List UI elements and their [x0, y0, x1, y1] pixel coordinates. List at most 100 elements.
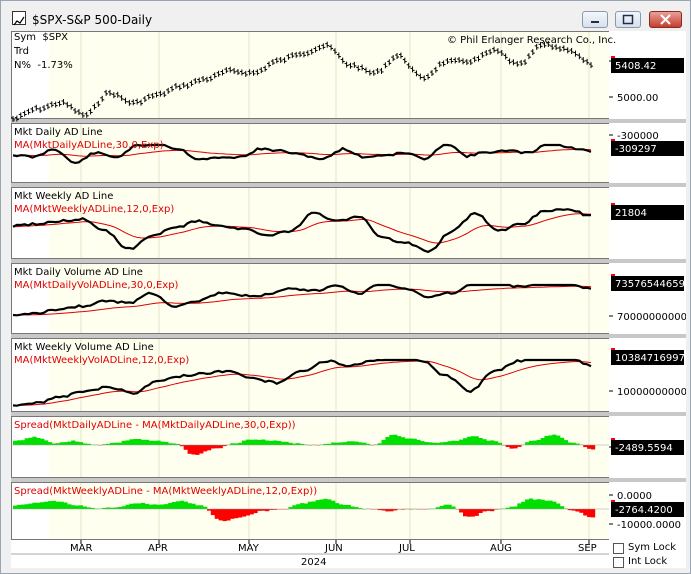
spread-bar	[175, 501, 181, 509]
mkt-weekly-ad-line-label-1: MA(MktWeeklyADLine,12,0,Exp)	[14, 204, 174, 215]
spread-bar	[397, 436, 402, 445]
spread-bar	[463, 509, 468, 517]
spread-bar	[474, 436, 479, 445]
sym-lock-checkbox[interactable]	[613, 543, 624, 554]
spread-bar	[144, 439, 150, 445]
badge-marker	[611, 56, 615, 58]
spread-bar	[269, 440, 274, 445]
spread-bar	[36, 502, 41, 509]
spread-bar	[133, 439, 138, 445]
spread-bar	[280, 441, 285, 445]
spread-daily-value-badge: -2489.5594	[615, 443, 673, 454]
spread-bar	[137, 503, 142, 509]
spread-bar	[86, 507, 91, 509]
spread-bar	[195, 505, 200, 509]
mkt-weekly-volume-ad-line-label-1: MA(MktWeeklyVolADLine,12,0,Exp)	[14, 355, 189, 366]
spread-bar	[199, 505, 204, 509]
panel-background-price	[11, 31, 609, 119]
spread-bar	[55, 443, 60, 445]
spread-bar	[24, 504, 29, 509]
spread-bar	[459, 439, 464, 445]
spread-bar	[389, 509, 394, 512]
spread-bar	[300, 443, 305, 445]
spread-bar	[420, 441, 425, 445]
badge-marker	[611, 438, 615, 440]
spread-bar	[478, 438, 483, 445]
spread-bar	[447, 504, 452, 509]
spread-bar	[164, 504, 169, 509]
spread-bar	[509, 506, 514, 509]
title-bar: $SPX-S&P 500-Daily	[1, 1, 690, 31]
close-button[interactable]	[649, 11, 682, 28]
spread-bar	[408, 438, 413, 445]
spread-bar	[428, 442, 433, 445]
spread-bar	[350, 441, 355, 445]
spread-bar	[152, 440, 157, 445]
spread-bar	[296, 443, 301, 445]
spread-bar	[400, 437, 406, 445]
spread-bar	[354, 507, 359, 509]
spread-bar	[141, 439, 146, 445]
spread-bar	[377, 443, 382, 445]
spread-bar	[67, 441, 72, 445]
spread-bar	[288, 442, 293, 445]
mkt-weekly-volume-ad-line-value-badge: 10384716997	[615, 353, 685, 364]
spread-bar	[160, 441, 165, 445]
spread-bar	[106, 507, 111, 509]
spread-bar	[261, 439, 266, 445]
spread-bar	[67, 504, 72, 509]
price-bars	[11, 41, 593, 122]
month-label-apr: APR	[148, 543, 168, 554]
month-label-mar: MAR	[70, 543, 92, 554]
spread-bar	[32, 436, 37, 445]
panel-axis-area	[609, 31, 686, 119]
badge-marker	[611, 348, 615, 350]
panel-background-mkt-daily-volume-ad-line	[11, 263, 609, 334]
spread-bar	[187, 503, 192, 509]
panel-left-blank	[11, 416, 49, 478]
spread-bar	[195, 445, 200, 455]
copyright-text: © Phil Erlanger Research Co., Inc.	[447, 35, 616, 46]
mkt-daily-ad-line-tick-0: -300000	[617, 131, 659, 142]
sym-value: $SPX	[42, 32, 68, 43]
spread-bar	[269, 509, 274, 510]
maximize-button[interactable]	[615, 11, 641, 28]
spread-bar	[307, 501, 312, 509]
spread-bar	[389, 435, 394, 445]
spread-bar	[544, 436, 549, 445]
month-label-jul: JUL	[398, 543, 415, 554]
spread-bar	[385, 509, 390, 512]
spread-bar	[152, 504, 157, 509]
spread-bar	[55, 501, 60, 509]
minimize-button[interactable]	[582, 11, 608, 28]
spread-weekly-value-badge: -2764.4200	[615, 505, 673, 516]
spread-bar	[466, 436, 472, 445]
spread-bar	[525, 442, 530, 445]
spread-daily-badge-bg	[611, 440, 684, 455]
spread-bar	[300, 503, 305, 509]
spread-bar	[249, 439, 254, 445]
spread-bar	[272, 509, 278, 510]
spread-bar	[331, 500, 336, 509]
spread-bar	[560, 506, 565, 509]
spread-bar	[393, 434, 398, 445]
spread-bar	[335, 503, 340, 509]
spread-bar	[75, 505, 80, 509]
spread-bar	[24, 438, 29, 445]
spread-bar	[51, 443, 56, 445]
spread-bar	[230, 509, 235, 519]
spread-bar	[110, 442, 115, 445]
panel-left-blank	[11, 482, 49, 540]
int-lock-checkbox[interactable]	[613, 557, 624, 568]
spread-bar	[203, 445, 208, 452]
spread-bar	[323, 443, 328, 445]
spread-weekly-tick-1: -10000.0000	[617, 520, 681, 531]
spread-bar	[253, 439, 258, 445]
chart-canvas: © Phil Erlanger Research Co., Inc. Mkt Da…	[11, 31, 687, 568]
spread-bar	[540, 438, 545, 445]
spread-bar	[335, 442, 340, 445]
chart-area[interactable]: © Phil Erlanger Research Co., Inc. Mkt Da…	[11, 31, 687, 568]
spread-bar	[482, 509, 487, 512]
spread-bar	[141, 502, 146, 509]
spread-bar	[187, 445, 192, 454]
